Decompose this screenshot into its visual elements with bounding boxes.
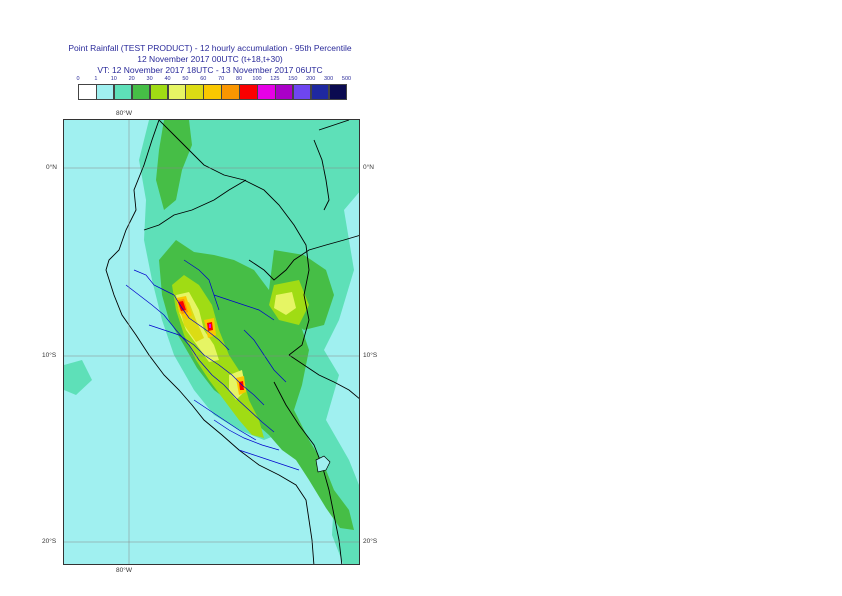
map-panel [63, 119, 360, 565]
lat-0-label-right: 0°N [363, 164, 374, 171]
legend-tick-label: 40 [164, 76, 171, 82]
legend-tick-label: 300 [324, 76, 334, 82]
lake-titicaca [315, 455, 331, 473]
legend-swatch-0 [78, 84, 97, 100]
legend-swatch-1 [95, 84, 115, 100]
legend-tick-label: 125 [270, 76, 280, 82]
legend-tick-label: 500 [341, 76, 352, 82]
international-border-north [158, 120, 310, 356]
rainfall-100-125-region [209, 324, 211, 328]
lat-20-label-left: 20°S [42, 538, 57, 545]
international-border-brazil [288, 354, 359, 399]
legend-swatch-6 [185, 84, 204, 100]
chart-title-line3: VT: 12 November 2017 18UTC - 13 November… [97, 65, 323, 75]
legend-swatch-4 [149, 84, 169, 100]
legend-tick-label: 20 [128, 76, 135, 82]
lon-label-bottom: 80°W [116, 567, 132, 574]
legend-swatch-2 [113, 84, 133, 100]
legend-swatch-13 [310, 84, 330, 100]
lat-lon-grid [64, 120, 359, 564]
legend-tick-label: 60 [200, 76, 207, 82]
legend-tick-label: 100 [252, 76, 262, 82]
legend-swatch-14 [328, 84, 348, 100]
chart-title-line1: Point Rainfall (TEST PRODUCT) - 12 hourl… [68, 43, 352, 53]
lat-0-label-left: 0°N [46, 164, 57, 171]
lat-20-label-right: 20°S [363, 538, 378, 545]
legend-swatch-10 [257, 84, 276, 100]
legend-tick-label: 200 [306, 76, 316, 82]
legend-tick-label: 70 [218, 76, 225, 82]
rainfall-80-100-region [178, 301, 186, 311]
lat-10-label-left: 10°S [42, 352, 57, 359]
international-border-top-right [313, 120, 350, 211]
legend-tick-label: 150 [288, 76, 298, 82]
legend-tick-label: 30 [146, 76, 153, 82]
legend-swatch-3 [131, 84, 151, 100]
legend-tick-label: 0 [76, 76, 80, 82]
legend-swatch-7 [203, 84, 222, 100]
legend-swatch-5 [167, 84, 186, 100]
lon-label-top: 80°W [116, 110, 132, 117]
rainfall-10-20-region-west [64, 360, 92, 395]
lat-10-label-right: 10°S [363, 352, 378, 359]
rainfall-20-30-region-north [156, 120, 192, 210]
rainfall-40-50-region-east [274, 292, 296, 315]
legend-tick-label: 50 [182, 76, 189, 82]
legend-tick-label: 1 [94, 76, 98, 82]
coastline [105, 120, 315, 564]
legend-swatch-11 [274, 84, 294, 100]
legend-tick-label: 80 [236, 76, 243, 82]
legend-swatch-12 [292, 84, 312, 100]
legend-tick-label: 10 [110, 76, 117, 82]
chart-title-line2: 12 November 2017 00UTC (t+18,t+30) [137, 54, 283, 64]
international-border-peru-north [143, 179, 247, 231]
international-border-east [248, 235, 359, 281]
map-svg [64, 120, 359, 564]
legend-swatch-9 [239, 84, 258, 100]
legend-swatch-8 [221, 84, 240, 100]
regional-borders [125, 259, 300, 471]
